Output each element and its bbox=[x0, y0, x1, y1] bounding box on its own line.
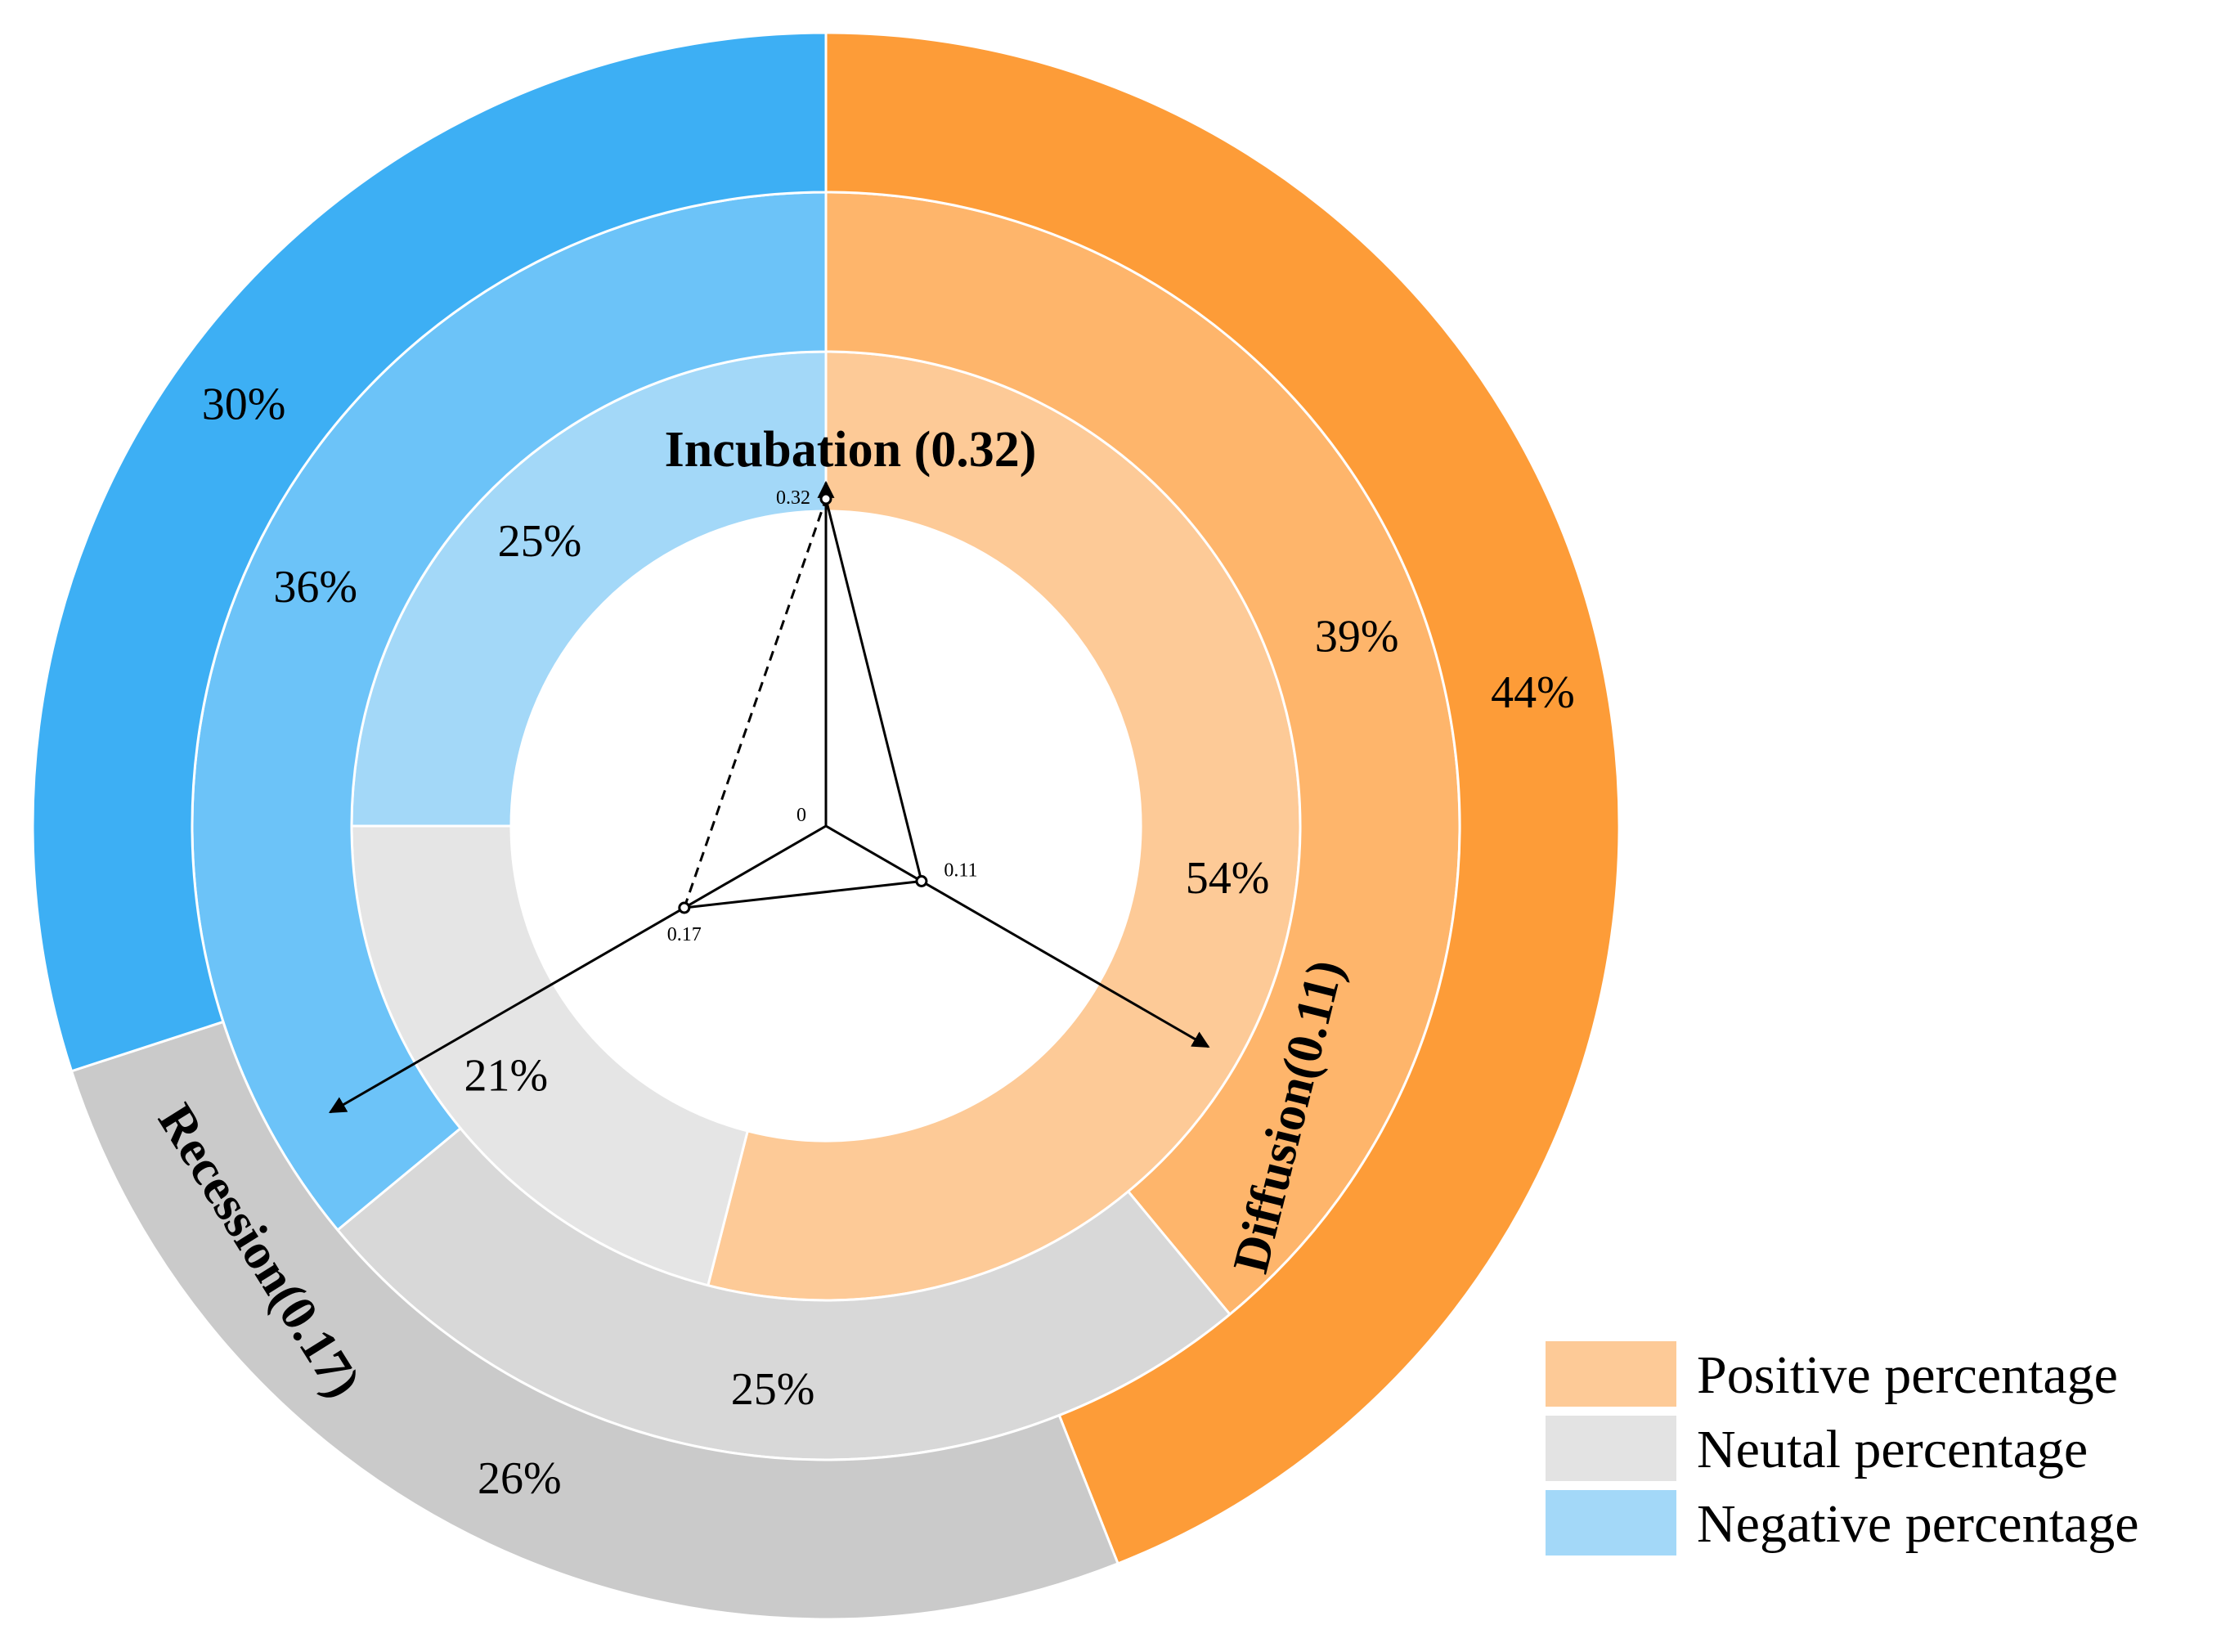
ring-middle-negative-label: 36% bbox=[273, 562, 357, 613]
ring-outer-neutral-label: 26% bbox=[478, 1453, 562, 1504]
radar-tick-diffusion: 0.11 bbox=[944, 860, 977, 882]
radar-point-recession bbox=[678, 901, 691, 914]
legend-label-neutral: Neutal percentage bbox=[1697, 1420, 2088, 1479]
radar-overlay: 0.32 0.11 0.17 0 bbox=[328, 480, 1210, 1114]
legend-swatch-negative bbox=[1546, 1490, 1676, 1555]
legend-swatch-neutral bbox=[1546, 1416, 1676, 1481]
radar-point-incubation bbox=[819, 492, 832, 505]
radar-axis-recession bbox=[328, 824, 827, 1114]
ring-outer-positive-label: 44% bbox=[1491, 667, 1575, 718]
ring-outer-negative-segment bbox=[31, 31, 828, 1073]
radar-origin-label: 0 bbox=[796, 805, 806, 826]
ring-inner-neutral-label: 21% bbox=[464, 1050, 549, 1101]
radar-edge-incubation-diffusion bbox=[824, 498, 923, 882]
legend-label-negative: Negative percentage bbox=[1697, 1494, 2139, 1554]
ring-middle-positive-label: 39% bbox=[1315, 611, 1399, 662]
ring-inner-positive-label: 54% bbox=[1186, 853, 1270, 904]
legend: Positive percentage Neutal percentage Ne… bbox=[1546, 1341, 2139, 1555]
ring-outer-positive-segment bbox=[824, 31, 1621, 1565]
radar-axis-diffusion bbox=[825, 824, 1210, 1048]
ring-outer-negative-label: 30% bbox=[202, 379, 286, 430]
donut-rings bbox=[31, 31, 1621, 1621]
radar-tick-incubation: 0.32 bbox=[776, 487, 810, 509]
legend-label-positive: Positive percentage bbox=[1697, 1345, 2118, 1405]
ring-middle-neutral-label: 25% bbox=[731, 1364, 815, 1415]
radar-edge-recession-incubation bbox=[683, 498, 828, 909]
radar-edge-diffusion-recession bbox=[684, 880, 922, 909]
axis-title-incubation: Incubation (0.32) bbox=[665, 422, 1037, 478]
radar-tick-recession: 0.17 bbox=[667, 924, 702, 945]
radar-point-diffusion bbox=[915, 875, 928, 887]
ring-inner-negative-label: 25% bbox=[498, 516, 582, 567]
ring-outer-neutral-segment bbox=[70, 1020, 1120, 1621]
legend-swatch-positive bbox=[1546, 1341, 1676, 1407]
percentage-labels: 54% 21% 25% 39% 25% 36% 44% 26% 30% bbox=[202, 379, 1575, 1504]
